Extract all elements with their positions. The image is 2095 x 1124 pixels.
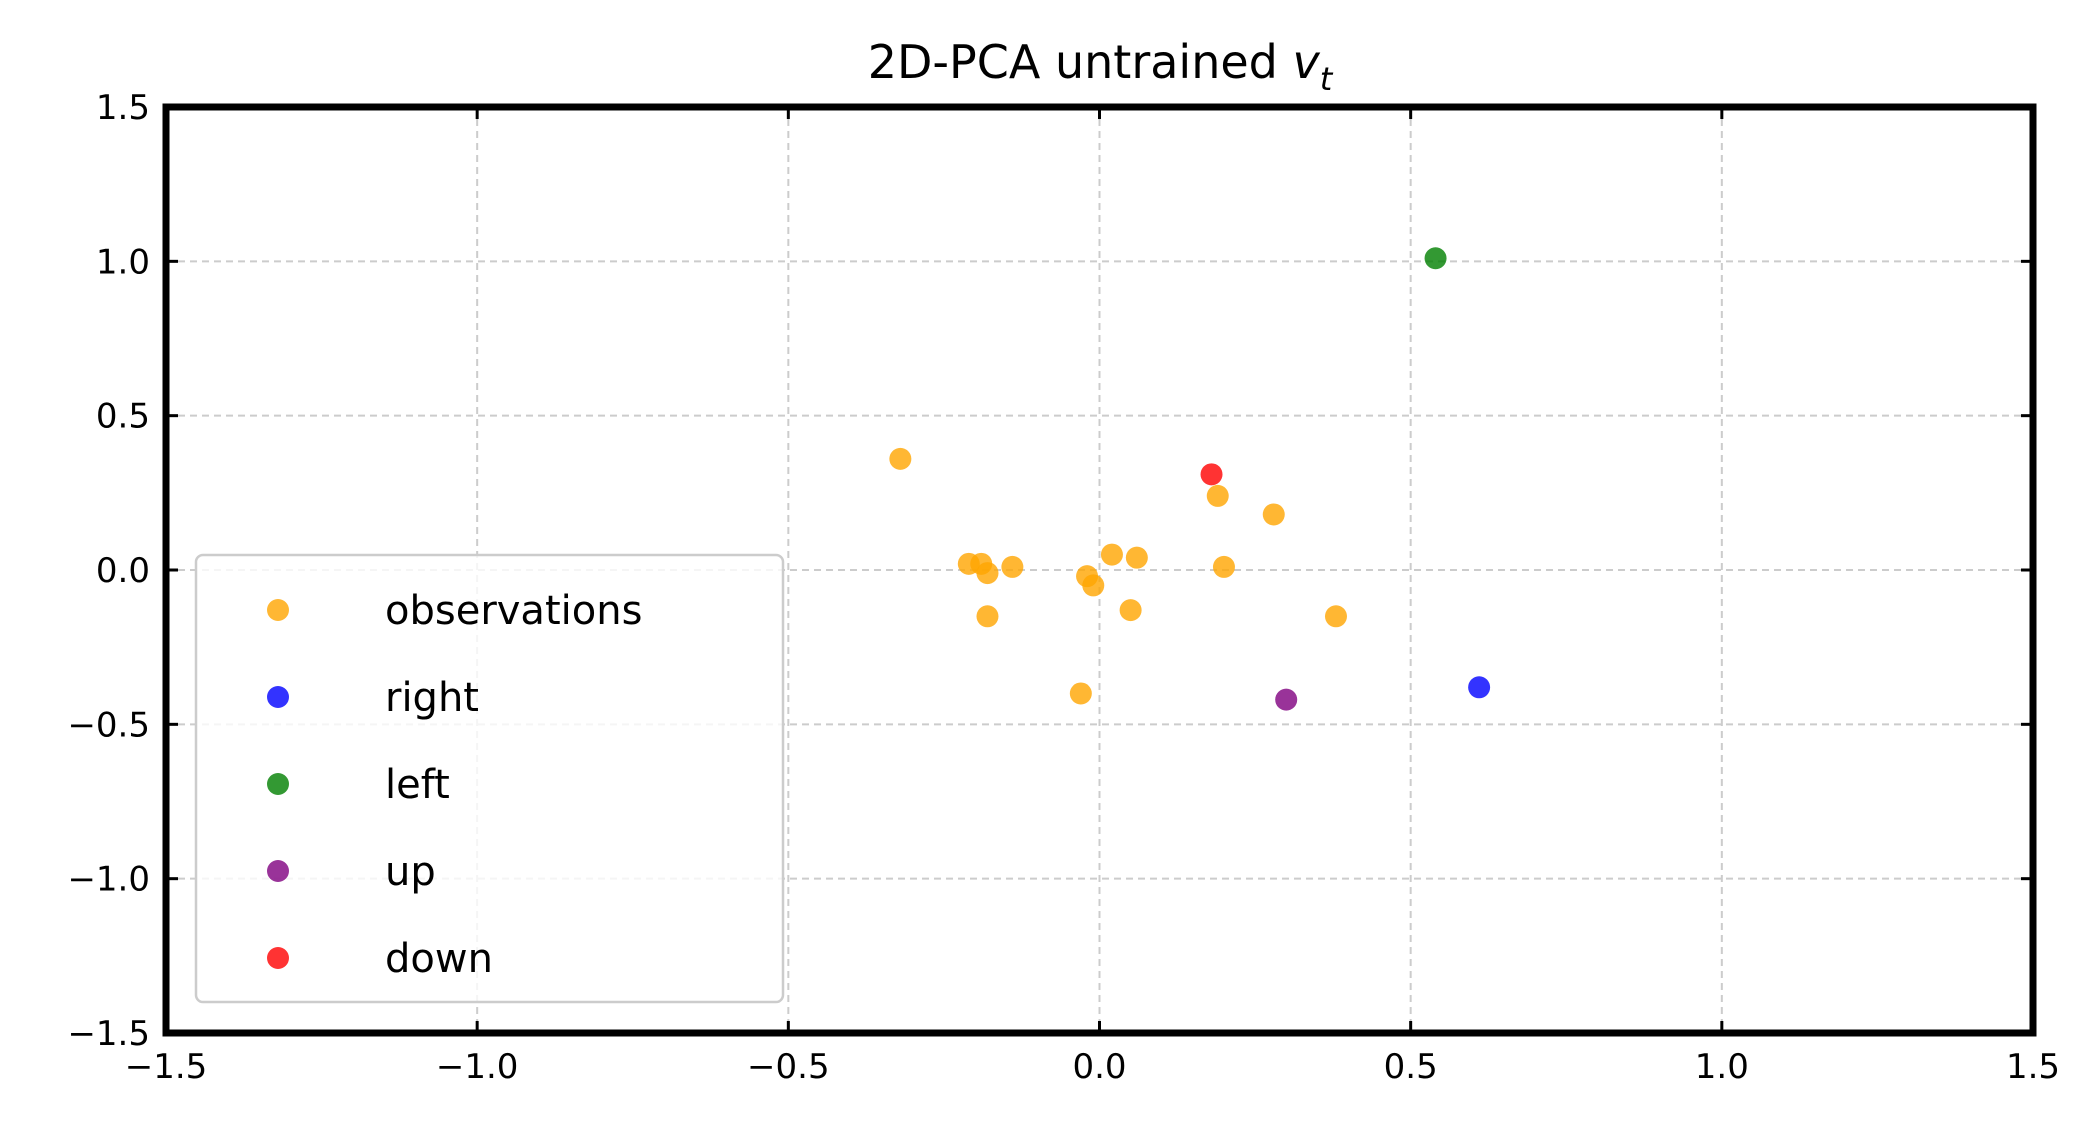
- chart-title-math: v: [1292, 35, 1320, 89]
- point-observations: [1069, 682, 1092, 705]
- series-left: [1424, 247, 1447, 270]
- y-tick-label: 0.5: [96, 397, 150, 437]
- y-tick-label: −0.5: [67, 705, 150, 745]
- point-observations: [1082, 574, 1105, 597]
- point-observations: [976, 562, 999, 585]
- x-tick-label: 0.5: [1384, 1047, 1438, 1087]
- point-observations: [976, 605, 999, 628]
- point-observations: [1324, 605, 1347, 628]
- series-observations: [889, 447, 1347, 705]
- data-points: [889, 247, 1491, 711]
- y-tick-label: 0.0: [96, 551, 150, 591]
- point-observations: [1001, 555, 1024, 578]
- x-tick-label: 0.0: [1072, 1047, 1126, 1087]
- legend-box: [194, 553, 785, 1004]
- point-observations: [1100, 543, 1123, 566]
- chart-title-subscript: t: [1320, 60, 1334, 98]
- legend-marker-observations: [267, 599, 289, 621]
- chart-title-text: 2D-PCA untrained: [868, 35, 1293, 89]
- legend-marker-down: [267, 947, 289, 969]
- chart-title: 2D-PCA untrained vt: [868, 35, 1334, 98]
- legend-label-right: right: [385, 675, 479, 721]
- series-up: [1275, 688, 1298, 711]
- y-tick-label: 1.0: [96, 242, 150, 282]
- x-tick-label: 1.0: [1695, 1047, 1749, 1087]
- legend-label-down: down: [385, 936, 493, 982]
- point-observations: [1119, 599, 1142, 622]
- y-tick-label: −1.0: [67, 860, 150, 900]
- axis-ticks: −1.5 −1.0 −0.5 0.0 0.5 1.0 1.5 −1.5 −1.0 −0.5 0.0 0…: [67, 88, 2060, 1087]
- point-up: [1275, 688, 1298, 711]
- point-observations: [1212, 555, 1235, 578]
- legend-marker-left: [267, 773, 289, 795]
- legend-items: observations right left up down: [267, 588, 642, 982]
- point-observations: [889, 447, 912, 470]
- legend-marker-up: [267, 860, 289, 882]
- x-tick-label: −1.0: [436, 1047, 519, 1087]
- legend-label-observations: observations: [385, 588, 642, 634]
- x-tick-label: −0.5: [747, 1047, 830, 1087]
- legend-label-up: up: [385, 849, 436, 895]
- legend: observations right left up down: [194, 553, 785, 1004]
- legend-marker-right: [267, 686, 289, 708]
- point-observations: [1125, 546, 1148, 569]
- point-left: [1424, 247, 1447, 270]
- legend-label-left: left: [385, 762, 450, 808]
- point-observations: [1206, 484, 1229, 507]
- series-right: [1468, 676, 1491, 699]
- series-down: [1200, 463, 1223, 486]
- y-tick-label: −1.5: [67, 1014, 150, 1054]
- x-tick-label: 1.5: [2006, 1047, 2060, 1087]
- point-down: [1200, 463, 1223, 486]
- point-right: [1468, 676, 1491, 699]
- point-observations: [1262, 503, 1285, 526]
- axes-frame: [162, 103, 2037, 1037]
- y-tick-label: 1.5: [96, 88, 150, 128]
- x-tick-label: −1.5: [125, 1047, 208, 1087]
